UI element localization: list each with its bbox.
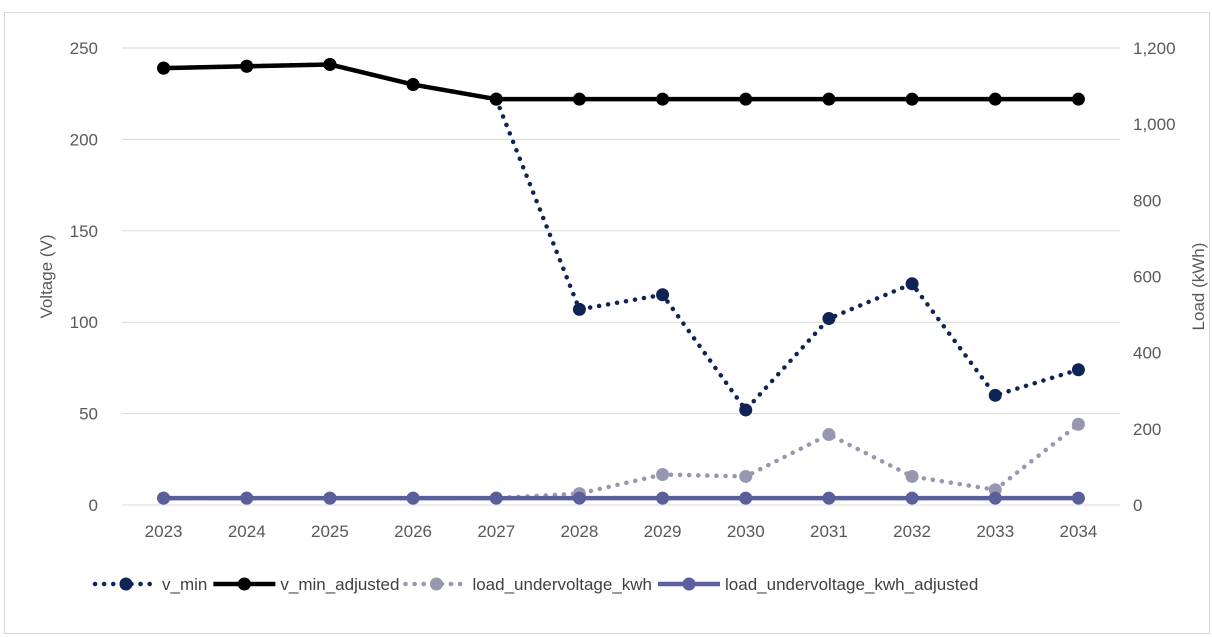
y-right-tick-label: 400 [1133,344,1161,363]
data-point-v-min-adjusted [988,92,1002,106]
chart-frame [4,12,1210,634]
data-point-v-min [572,302,586,316]
data-point-load-undervoltage-kwh-adjusted [489,491,503,505]
data-point-v-min [822,312,836,326]
data-point-load-undervoltage-kwh-adjusted [656,491,670,505]
x-tick-label: 2024 [228,522,266,541]
data-point-v-min-adjusted [656,92,670,106]
legend-marker-v-min [119,577,133,591]
data-point-load-undervoltage-kwh-adjusted [988,491,1002,505]
series-line-v-min-adjusted [163,62,1079,102]
data-point-load-undervoltage-kwh-adjusted [406,491,420,505]
y-right-tick-label: 800 [1133,191,1161,210]
data-point-load-undervoltage-kwh-adjusted [1071,491,1085,505]
y-left-tick-label: 250 [70,39,98,58]
legend-label-v-min: v_min [162,575,207,594]
y-left-tick-label: 0 [89,496,98,515]
legend-label-v-min-adjusted: v_min_adjusted [280,575,399,594]
data-point-load-undervoltage-kwh [1071,417,1085,431]
data-point-v-min [739,403,753,417]
data-point-load-undervoltage-kwh [739,469,753,483]
data-point-v-min-adjusted [822,92,836,106]
data-point-v-min [905,277,919,291]
y-right-tick-label: 1,000 [1133,115,1176,134]
data-point-v-min [988,388,1002,402]
y-left-tick-label: 150 [70,222,98,241]
x-tick-label: 2030 [727,522,765,541]
data-point-load-undervoltage-kwh-adjusted [240,491,254,505]
legend-marker-v-min-adjusted [237,577,251,591]
legend-label-load-undervoltage-kwh: load_undervoltage_kwh [472,575,652,594]
y-left-tick-label: 50 [79,405,98,424]
data-point-load-undervoltage-kwh-adjusted [905,491,919,505]
data-point-load-undervoltage-kwh-adjusted [822,491,836,505]
series-line-v-min [161,62,1081,413]
data-point-v-min [656,288,670,302]
data-point-v-min-adjusted [1071,92,1085,106]
x-tick-label: 2032 [893,522,931,541]
y-right-axis-title: Load (kWh) [1189,243,1208,331]
data-point-v-min-adjusted [240,59,254,73]
x-tick-label: 2033 [976,522,1014,541]
y-right-tick-label: 0 [1133,496,1142,515]
data-point-v-min-adjusted [905,92,919,106]
data-point-v-min [1071,363,1085,377]
legend-marker-load-undervoltage-kwh [429,577,443,591]
y-left-tick-label: 200 [70,130,98,149]
data-point-load-undervoltage-kwh-adjusted [739,491,753,505]
data-point-load-undervoltage-kwh-adjusted [323,491,337,505]
x-tick-label: 2025 [311,522,349,541]
legend-marker-load-undervoltage-kwh-adjusted [682,577,696,591]
x-tick-label: 2027 [477,522,515,541]
x-tick-label: 2023 [145,522,183,541]
data-point-v-min-adjusted [323,57,337,71]
x-tick-label: 2028 [561,522,599,541]
x-tick-label: 2034 [1060,522,1098,541]
x-tick-label: 2031 [810,522,848,541]
data-point-load-undervoltage-kwh [822,428,836,442]
y-left-axis-title: Voltage (V) [37,234,56,318]
data-point-v-min-adjusted [489,92,503,106]
data-point-load-undervoltage-kwh-adjusted [157,491,171,505]
data-point-v-min-adjusted [157,61,171,75]
data-point-load-undervoltage-kwh [905,469,919,483]
y-right-tick-label: 1,200 [1133,39,1176,58]
y-right-tick-label: 200 [1133,420,1161,439]
y-left-tick-label: 100 [70,313,98,332]
data-point-load-undervoltage-kwh [656,468,670,482]
y-right-tick-label: 600 [1133,268,1161,287]
data-point-v-min-adjusted [739,92,753,106]
series-line-load-undervoltage-kwh [161,422,1081,501]
data-point-v-min-adjusted [572,92,586,106]
x-tick-label: 2029 [644,522,682,541]
data-point-v-min-adjusted [406,78,420,92]
x-tick-label: 2026 [394,522,432,541]
legend-label-load-undervoltage-kwh-adjusted: load_undervoltage_kwh_adjusted [725,575,978,594]
data-point-load-undervoltage-kwh-adjusted [572,491,586,505]
